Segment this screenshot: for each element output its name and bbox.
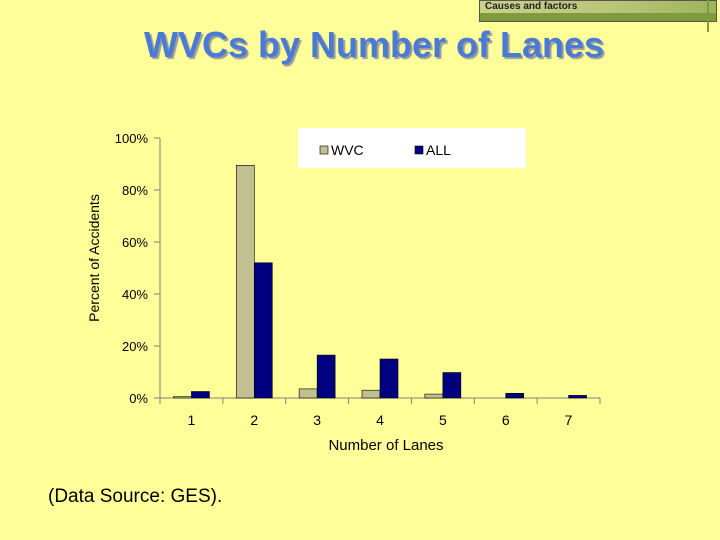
x-tick-label: 6 <box>502 412 510 428</box>
y-tick-label: 0% <box>129 391 148 406</box>
legend-swatch-all <box>414 145 424 155</box>
legend-box <box>298 128 526 168</box>
badge-divider <box>707 0 709 32</box>
bar-all-4 <box>379 358 399 399</box>
y-tick-label: 100% <box>115 131 149 146</box>
bar-all-7 <box>568 395 587 399</box>
chart-bars <box>173 165 587 399</box>
legend-label-all: ALL <box>426 142 451 158</box>
bar-all-6 <box>505 393 525 399</box>
chart-legend: WVC ALL <box>298 128 526 168</box>
bar-all-1 <box>191 391 210 399</box>
y-tick-label: 80% <box>122 183 148 198</box>
bar-all-3 <box>316 354 336 399</box>
bar-wvc-5 <box>424 393 444 399</box>
bar-wvc-2 <box>235 165 255 399</box>
bar-wvc-4 <box>361 389 381 399</box>
chart-title: WVCs by Number of Lanes <box>143 24 605 65</box>
legend-swatch-wvc <box>319 145 329 155</box>
x-tick-label: 7 <box>565 412 573 428</box>
x-tick-label: 1 <box>188 412 196 428</box>
legend-label-wvc: WVC <box>331 142 364 158</box>
chart-axes: 0% 20% 40% 60% 80% 100% 1 2 3 4 5 6 7 <box>115 131 601 428</box>
bar-all-5 <box>442 372 462 399</box>
bar-wvc-3 <box>298 388 318 399</box>
y-tick-label: 20% <box>122 339 148 354</box>
section-badge-label: Causes and factors <box>480 1 716 13</box>
x-tick-label: 3 <box>313 412 321 428</box>
data-source-note: (Data Source: GES). <box>48 486 223 507</box>
section-badge: Causes and factors <box>479 0 717 22</box>
y-tick-label: 40% <box>122 287 148 302</box>
bar-wvc-1 <box>173 396 192 399</box>
x-tick-label: 2 <box>250 412 258 428</box>
x-tick-label: 5 <box>439 412 447 428</box>
x-axis-label: Number of Lanes <box>328 437 443 454</box>
bar-all-2 <box>253 262 273 399</box>
section-badge-bar <box>480 13 716 21</box>
y-tick-label: 60% <box>122 235 148 250</box>
x-tick-label: 4 <box>376 412 384 428</box>
y-axis-label: Percent of Accidents <box>86 194 102 322</box>
